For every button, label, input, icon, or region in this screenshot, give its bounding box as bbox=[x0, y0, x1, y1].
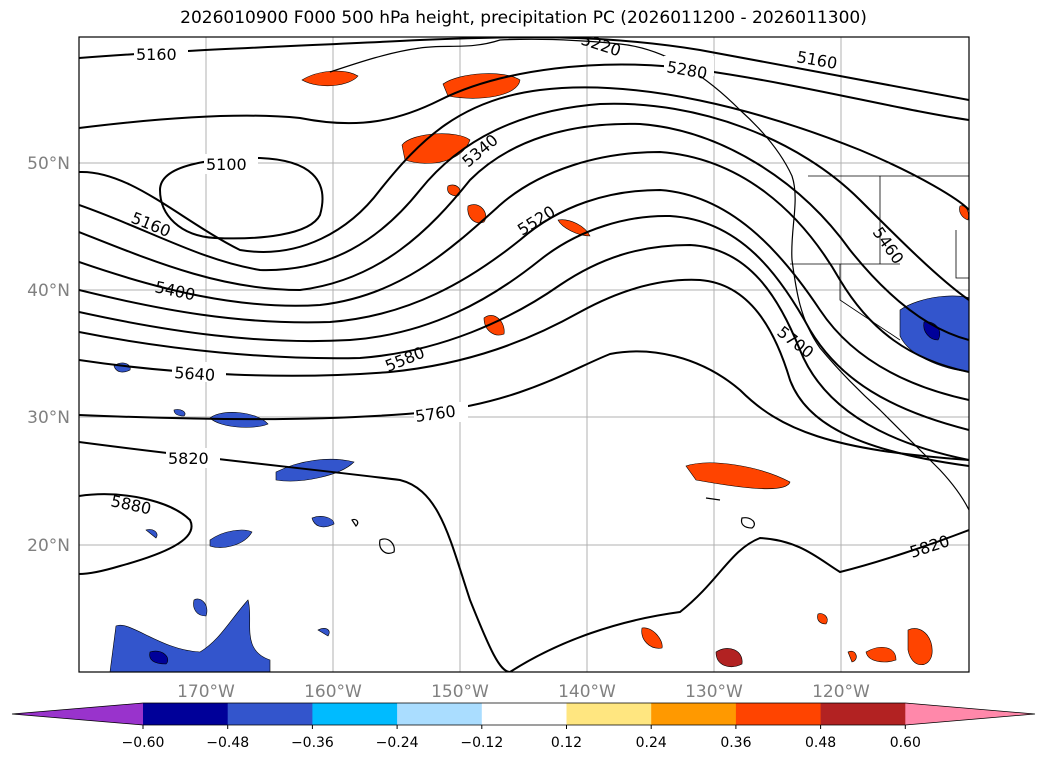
colorbar-tick-label: 0.24 bbox=[636, 735, 667, 751]
contour-label: 5460 bbox=[869, 223, 908, 267]
map-title: 2026010900 F000 500 hPa height, precipit… bbox=[180, 8, 867, 28]
contour-label: 5160 bbox=[136, 45, 177, 64]
lon-label: 170°W bbox=[177, 682, 235, 702]
contour-label: 5880 bbox=[109, 491, 153, 518]
colorbar-extend-high bbox=[905, 703, 1035, 725]
colorbar-tick-label: −0.48 bbox=[206, 735, 249, 751]
lon-label: 120°W bbox=[812, 682, 870, 702]
contour-label: 5640 bbox=[174, 363, 216, 385]
lat-label: 30°N bbox=[27, 408, 70, 428]
colorbar-segment bbox=[397, 703, 483, 725]
colorbar-tick-label: −0.24 bbox=[376, 735, 419, 751]
colorbar-tick-label: 0.36 bbox=[720, 735, 751, 751]
colorbar-segment bbox=[481, 703, 567, 725]
lon-label: 140°W bbox=[558, 682, 616, 702]
contour-label: 5220 bbox=[579, 30, 624, 61]
lon-label: 160°W bbox=[304, 682, 362, 702]
colorbar-tick-label: 0.12 bbox=[551, 735, 582, 751]
lon-label: 130°W bbox=[685, 682, 743, 702]
map-frame bbox=[78, 36, 970, 673]
colorbar-extend-low bbox=[12, 703, 143, 725]
contour-label: 5820 bbox=[168, 449, 209, 468]
height-contours bbox=[79, 37, 969, 672]
colorbar-tick-label: −0.36 bbox=[291, 735, 334, 751]
contour-label: 5820 bbox=[907, 531, 952, 562]
colorbar: −0.60 −0.48 −0.36 −0.24 −0.12 0.12 0.24 0.36 0.4… bbox=[11, 702, 1036, 751]
lat-label: 20°N bbox=[27, 536, 70, 556]
colorbar-tick-label: 0.60 bbox=[890, 735, 921, 751]
colorbar-tick-label: −0.60 bbox=[122, 735, 165, 751]
graticule bbox=[79, 37, 969, 672]
longitude-labels: 170°W 160°W 150°W 140°W 130°W 120°W bbox=[177, 682, 870, 702]
lon-label: 150°W bbox=[431, 682, 489, 702]
contour-label: 5520 bbox=[514, 202, 559, 240]
colorbar-tick-label: −0.12 bbox=[460, 735, 503, 751]
coastlines bbox=[329, 38, 969, 554]
colorbar-segment bbox=[735, 703, 822, 725]
colorbar-segment bbox=[312, 703, 398, 725]
latitude-labels: 50°N 40°N 30°N 20°N bbox=[27, 154, 70, 556]
contour-label-group: 5160 5100 5160 5400 5640 5820 5880 5340 … bbox=[109, 30, 952, 562]
contour-label: 5400 bbox=[153, 277, 197, 304]
contour-label: 5700 bbox=[774, 322, 818, 362]
colorbar-segment bbox=[566, 703, 652, 725]
colorbar-segment bbox=[820, 703, 906, 725]
lat-label: 50°N bbox=[27, 154, 70, 174]
precip-positive bbox=[301, 70, 969, 667]
contour-label: 5100 bbox=[206, 155, 247, 174]
colorbar-tick-label: 0.48 bbox=[805, 735, 836, 751]
colorbar-segment bbox=[143, 703, 229, 725]
colorbar-segment bbox=[651, 703, 737, 725]
lat-label: 40°N bbox=[27, 281, 70, 301]
colorbar-segment bbox=[227, 703, 313, 725]
contour-label: 5340 bbox=[458, 130, 501, 171]
precip-negative bbox=[109, 295, 969, 672]
